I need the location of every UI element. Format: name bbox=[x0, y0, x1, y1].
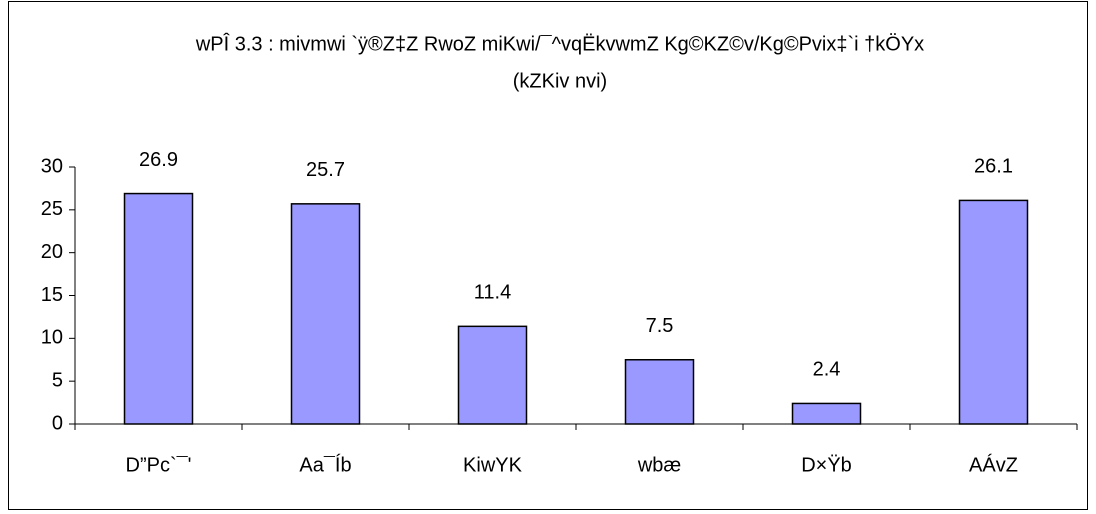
chart-title: wPÎ 3.3 : mivmwi `ÿ®Z‡Z RwoZ miKwi/¯^vqË… bbox=[195, 32, 924, 55]
bar bbox=[290, 203, 361, 425]
x-tick-label: Aa¯Íb bbox=[299, 453, 351, 476]
y-tick-label: 0 bbox=[52, 412, 63, 434]
chart-subtitle: (kZKiv nvi) bbox=[513, 70, 607, 92]
y-tick-label: 5 bbox=[52, 369, 63, 391]
data-label: 25.7 bbox=[306, 159, 345, 181]
y-tick-label: 10 bbox=[41, 327, 63, 349]
data-label: 7.5 bbox=[646, 315, 674, 337]
data-label: 11.4 bbox=[474, 282, 511, 304]
x-tick-label: KiwYK bbox=[463, 454, 523, 476]
data-label: 26.1 bbox=[974, 156, 1013, 178]
x-tick-label: wbæ bbox=[637, 454, 681, 476]
bar bbox=[791, 402, 862, 425]
bar bbox=[624, 359, 695, 425]
y-tick-label: 25 bbox=[41, 198, 63, 220]
y-tick-label: 30 bbox=[41, 155, 63, 177]
bar bbox=[958, 199, 1029, 425]
data-label: 26.9 bbox=[139, 149, 178, 171]
data-label: 2.4 bbox=[813, 359, 841, 381]
bar bbox=[457, 325, 528, 425]
x-tick-label: D”Pc`¯' bbox=[126, 454, 192, 476]
y-tick-label: 15 bbox=[41, 284, 63, 306]
y-tick-label: 20 bbox=[41, 241, 63, 263]
x-tick-label: D×Ÿb bbox=[801, 454, 852, 476]
bar bbox=[123, 192, 194, 425]
x-tick-label: AÁvZ bbox=[969, 453, 1018, 476]
